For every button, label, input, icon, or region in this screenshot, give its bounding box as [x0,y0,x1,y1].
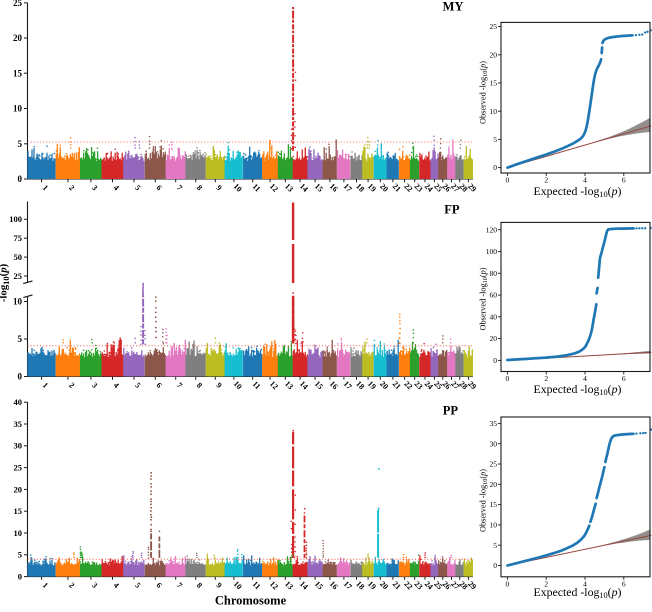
svg-text:1: 1 [41,381,50,390]
svg-text:4: 4 [583,579,587,588]
svg-text:25: 25 [14,271,23,281]
svg-text:Expected -log10(p): Expected -log10(p) [534,585,622,600]
svg-text:25: 25 [490,460,498,469]
svg-text:Observed -log10(p): Observed -log10(p) [479,267,490,330]
svg-text:20: 20 [490,334,498,343]
svg-text:4: 4 [112,381,121,390]
svg-text:Chromosome: Chromosome [215,594,287,608]
svg-text:40: 40 [490,312,498,321]
svg-text:3: 3 [90,183,99,192]
svg-text:Expected -log10(p): Expected -log10(p) [534,382,622,397]
svg-text:4: 4 [112,183,121,192]
svg-text:30: 30 [490,439,498,448]
svg-text:100: 100 [486,247,498,256]
svg-text:6: 6 [154,183,163,192]
svg-text:5: 5 [133,381,142,390]
svg-text:2: 2 [544,176,548,185]
svg-text:-log10(p): -log10(p) [0,263,11,302]
svg-text:15: 15 [490,500,498,509]
svg-text:9: 9 [214,581,223,590]
svg-text:Observed -log10(p): Observed -log10(p) [479,469,490,532]
svg-text:2: 2 [544,579,548,588]
svg-text:8: 8 [195,581,204,590]
svg-text:25: 25 [490,22,498,31]
svg-text:9: 9 [214,381,223,390]
svg-text:6: 6 [154,381,163,390]
svg-text:20: 20 [13,33,23,43]
svg-text:5: 5 [493,135,497,144]
svg-text:Observed -log10(p): Observed -log10(p) [479,61,490,124]
svg-text:0: 0 [18,174,23,184]
svg-text:5: 5 [133,183,142,192]
svg-text:0: 0 [506,374,510,383]
svg-text:0: 0 [18,572,22,582]
svg-text:11: 11 [251,182,263,194]
svg-text:10: 10 [14,528,23,538]
svg-text:6: 6 [622,176,626,185]
svg-text:10: 10 [13,104,23,114]
svg-text:7: 7 [175,381,184,390]
svg-text:7: 7 [175,183,184,192]
svg-text:15: 15 [14,506,23,516]
svg-text:4: 4 [583,176,587,185]
svg-text:25: 25 [13,0,23,8]
svg-text:0: 0 [506,579,510,588]
svg-text:11: 11 [251,579,263,591]
svg-text:9: 9 [214,183,223,192]
svg-text:35: 35 [14,419,23,429]
svg-text:11: 11 [251,379,263,391]
svg-text:1: 1 [41,183,50,192]
svg-text:60: 60 [490,291,498,300]
svg-text:2: 2 [544,374,548,383]
svg-text:100: 100 [9,214,22,224]
svg-text:2: 2 [67,183,76,192]
svg-text:10: 10 [490,107,498,116]
svg-text:6: 6 [622,579,626,588]
svg-text:FP: FP [444,203,460,217]
svg-text:6: 6 [154,581,163,590]
svg-text:20: 20 [490,480,498,489]
svg-text:PP: PP [443,404,459,418]
svg-text:0: 0 [493,561,497,570]
svg-text:15: 15 [13,68,23,78]
svg-text:4: 4 [112,581,121,590]
svg-text:20: 20 [490,50,498,59]
svg-text:2: 2 [67,381,76,390]
svg-text:50: 50 [14,252,23,262]
svg-text:Expected -log10(p): Expected -log10(p) [534,184,622,199]
svg-text:MY: MY [443,0,464,14]
svg-text:0: 0 [506,176,510,185]
svg-text:0: 0 [493,163,497,172]
svg-text:120: 120 [486,225,498,234]
svg-text:8: 8 [195,381,204,390]
svg-text:15: 15 [490,79,498,88]
svg-text:5: 5 [18,550,22,560]
svg-text:0: 0 [18,372,23,382]
svg-text:2: 2 [67,581,76,590]
svg-text:4: 4 [583,374,587,383]
svg-text:6: 6 [622,374,626,383]
svg-text:30: 30 [14,441,23,451]
svg-text:35: 35 [490,419,498,428]
svg-text:10: 10 [490,521,498,530]
svg-text:75: 75 [14,233,23,243]
svg-text:5: 5 [18,139,23,149]
svg-text:25: 25 [14,463,23,473]
svg-text:3: 3 [90,381,99,390]
svg-text:20: 20 [14,484,23,494]
svg-text:7: 7 [175,581,184,590]
svg-text:80: 80 [490,269,498,278]
svg-text:1: 1 [41,581,50,590]
svg-text:40: 40 [14,397,23,407]
svg-text:10: 10 [13,297,23,307]
svg-text:5: 5 [18,334,23,344]
svg-text:8: 8 [195,183,204,192]
svg-text:0: 0 [493,356,497,365]
svg-text:5: 5 [133,581,142,590]
svg-text:5: 5 [493,541,497,550]
svg-text:3: 3 [90,581,99,590]
